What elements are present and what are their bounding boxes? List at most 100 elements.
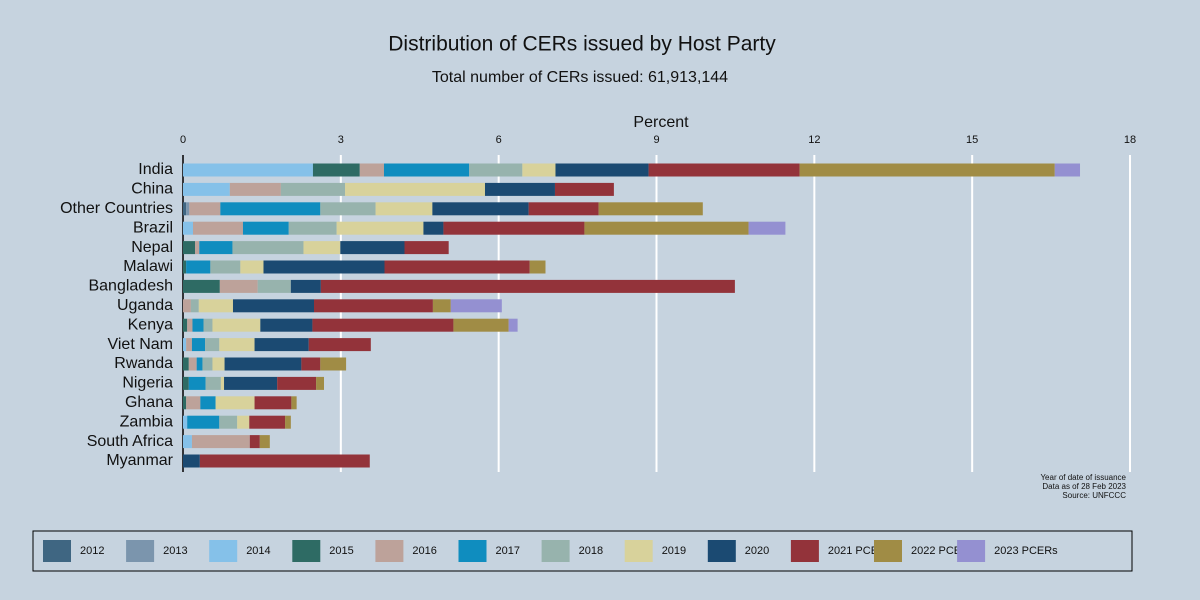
bar-segment <box>384 260 530 274</box>
bar-segment <box>249 415 286 429</box>
note: Data as of 28 Feb 2023 <box>1042 482 1126 491</box>
bar-segment <box>257 279 291 293</box>
bar-segment <box>183 435 192 449</box>
bar-segment <box>554 182 614 196</box>
y-tick-label: India <box>138 161 173 178</box>
bar-segment <box>198 299 233 313</box>
bar-segment <box>340 241 405 255</box>
y-tick-label: Bangladesh <box>88 278 173 295</box>
bar-segment <box>443 221 585 235</box>
bar-segment <box>212 318 261 332</box>
bar-segment <box>183 338 187 352</box>
bar-segment <box>263 260 385 274</box>
bar-segment <box>220 202 321 216</box>
bar-segment <box>320 279 735 293</box>
bar-segment <box>183 182 230 196</box>
legend-label: 2013 <box>163 545 187 557</box>
bar-segment <box>205 376 221 390</box>
bar-segment <box>183 454 200 468</box>
bar-segment <box>237 415 250 429</box>
legend-swatch <box>458 540 487 562</box>
bar-segment <box>192 221 243 235</box>
y-tick-label: Ghana <box>125 394 173 411</box>
x-tick-label: 9 <box>653 134 659 146</box>
bar-segment <box>584 221 749 235</box>
bar-segment <box>312 318 454 332</box>
bar-segment <box>229 182 281 196</box>
bar-segment <box>210 260 241 274</box>
bar-segment <box>450 299 502 313</box>
y-tick-label: Rwanda <box>114 355 173 372</box>
bar-segment <box>187 415 220 429</box>
bar-segment <box>522 163 556 177</box>
legend-label: 2016 <box>412 545 436 557</box>
bar-segment <box>192 318 204 332</box>
bar-segment <box>190 299 199 313</box>
bar-segment <box>359 163 384 177</box>
bar-segment <box>469 163 523 177</box>
bar-segment <box>301 357 321 371</box>
bar-segment <box>219 279 258 293</box>
bar-segment <box>291 396 297 410</box>
legend-swatch <box>209 540 238 562</box>
bar-segment <box>648 163 800 177</box>
bar-segment <box>232 299 315 313</box>
axis-title: Percent <box>633 114 689 131</box>
bar-segment <box>191 435 250 449</box>
bar-segment <box>215 396 255 410</box>
bar-segment <box>188 357 197 371</box>
bar-segment <box>254 396 292 410</box>
bar-segment <box>183 318 188 332</box>
bar-segment <box>529 260 546 274</box>
bar-segment <box>183 221 193 235</box>
bar-segment <box>199 241 233 255</box>
bar-segment <box>254 338 309 352</box>
legend-label: 2023 PCERs <box>994 545 1058 557</box>
legend-label: 2017 <box>496 545 520 557</box>
bar-segment <box>314 299 433 313</box>
bar-segment <box>186 202 190 216</box>
bar-segment <box>1054 163 1081 177</box>
bar-segment <box>528 202 599 216</box>
bar-segment <box>220 376 225 390</box>
legend-box <box>32 530 1133 572</box>
y-tick-label: Brazil <box>133 219 173 236</box>
bar-segment <box>508 318 518 332</box>
legend-label: 2019 <box>662 545 686 557</box>
bar-segment <box>219 338 255 352</box>
y-tick-label: Uganda <box>117 297 173 314</box>
legend-swatch <box>790 540 819 562</box>
chart-title: Distribution of CERs issued by Host Part… <box>388 33 776 56</box>
bar-segment <box>320 357 347 371</box>
legend-swatch <box>126 540 155 562</box>
y-tick-label: Malawi <box>123 258 173 275</box>
bar-segment <box>183 415 188 429</box>
x-tick-label: 6 <box>496 134 502 146</box>
legend-swatch <box>874 540 902 562</box>
bar-segment <box>312 163 360 177</box>
bar-segment <box>224 357 302 371</box>
y-tick-label: Viet Nam <box>107 336 173 353</box>
bar-segment <box>183 299 191 313</box>
bar-segment <box>423 221 444 235</box>
bar-segment <box>404 241 449 255</box>
bar-segment <box>484 182 555 196</box>
bar-segment <box>183 279 220 293</box>
bar-segment <box>205 338 220 352</box>
bar-segment <box>191 338 206 352</box>
bar-segment <box>183 396 187 410</box>
x-tick-label: 15 <box>966 134 978 146</box>
bar-segment <box>202 357 213 371</box>
bar-segment <box>555 163 649 177</box>
bar-segment <box>432 202 529 216</box>
bar-segment <box>336 221 424 235</box>
bar-segment <box>195 241 200 255</box>
bar-segment <box>383 163 470 177</box>
bar-segment <box>232 241 304 255</box>
legend-label: 2015 <box>329 545 353 557</box>
bar-segment <box>277 376 317 390</box>
bar-segment <box>188 376 206 390</box>
bar-segment <box>183 202 187 216</box>
